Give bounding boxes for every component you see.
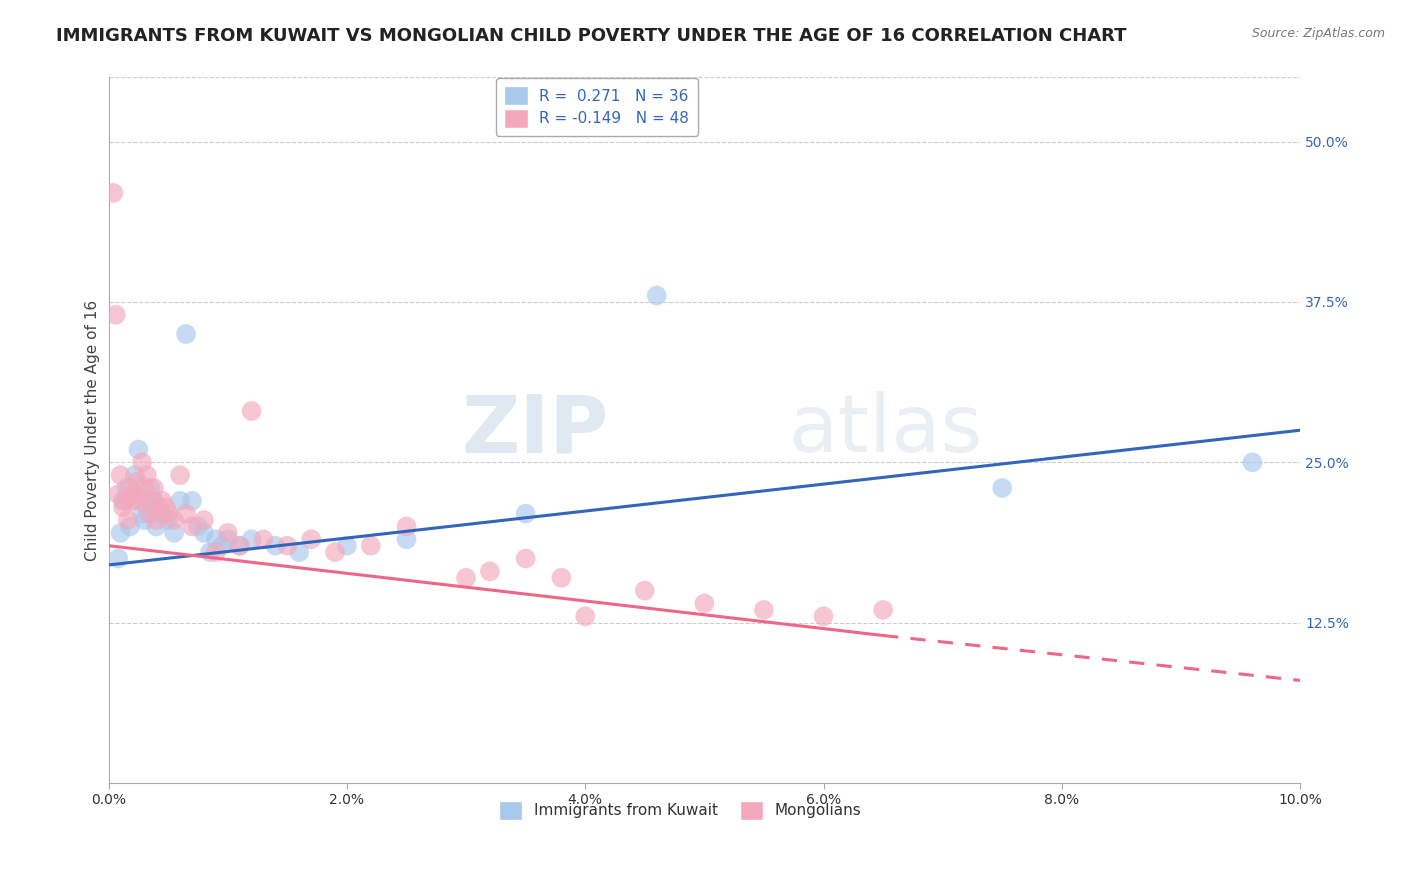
Point [634,583,657,598]
Point [515,507,537,521]
Point [145,513,167,527]
Point [139,481,162,495]
Point [141,493,163,508]
Point [121,487,143,501]
Point [135,500,157,515]
Point [205,533,228,547]
Point [991,481,1014,495]
Text: Source: ZipAtlas.com: Source: ZipAtlas.com [1251,27,1385,40]
Point [145,519,167,533]
Point [150,493,173,508]
Point [395,533,418,547]
Point [157,513,180,527]
Point [163,513,186,527]
Point [110,525,132,540]
Point [336,539,359,553]
Point [193,513,215,527]
Point [252,533,274,547]
Legend: Immigrants from Kuwait, Mongolians: Immigrants from Kuwait, Mongolians [494,796,868,825]
Point [693,596,716,610]
Point [181,519,204,533]
Point [111,493,134,508]
Y-axis label: Child Poverty Under the Age of 16: Child Poverty Under the Age of 16 [86,300,100,561]
Point [114,493,136,508]
Point [138,507,160,521]
Point [117,513,139,527]
Point [752,603,775,617]
Point [323,545,346,559]
Point [217,533,239,547]
Point [217,525,239,540]
Point [127,442,149,457]
Point [148,500,170,515]
Point [813,609,835,624]
Point [134,481,156,495]
Point [120,519,142,533]
Point [107,487,129,501]
Point [115,481,138,495]
Point [395,519,418,533]
Point [131,455,153,469]
Point [872,603,894,617]
Point [515,551,537,566]
Point [124,487,146,501]
Point [550,571,572,585]
Point [131,507,153,521]
Point [155,500,177,515]
Point [121,493,143,508]
Point [211,539,233,553]
Point [193,525,215,540]
Point [264,539,287,553]
Point [288,545,311,559]
Point [157,507,180,521]
Point [135,468,157,483]
Point [110,468,132,483]
Text: atlas: atlas [787,392,983,469]
Point [142,481,165,495]
Point [174,507,197,521]
Point [228,539,250,553]
Text: ZIP: ZIP [461,392,609,469]
Point [107,551,129,566]
Point [454,571,477,585]
Point [111,500,134,515]
Point [228,539,250,553]
Point [181,493,204,508]
Point [299,533,322,547]
Point [240,533,263,547]
Point [240,404,263,418]
Point [163,525,186,540]
Point [198,545,221,559]
Point [478,565,501,579]
Point [124,468,146,483]
Point [103,186,125,200]
Point [360,539,382,553]
Point [205,545,228,559]
Point [134,513,156,527]
Point [128,493,150,508]
Point [169,493,191,508]
Point [169,468,191,483]
Point [120,481,142,495]
Point [104,308,127,322]
Point [1241,455,1264,469]
Point [174,326,197,341]
Point [574,609,596,624]
Point [187,519,209,533]
Point [150,507,173,521]
Point [142,493,165,508]
Point [127,475,149,489]
Point [645,288,668,302]
Point [276,539,298,553]
Text: IMMIGRANTS FROM KUWAIT VS MONGOLIAN CHILD POVERTY UNDER THE AGE OF 16 CORRELATIO: IMMIGRANTS FROM KUWAIT VS MONGOLIAN CHIL… [56,27,1126,45]
